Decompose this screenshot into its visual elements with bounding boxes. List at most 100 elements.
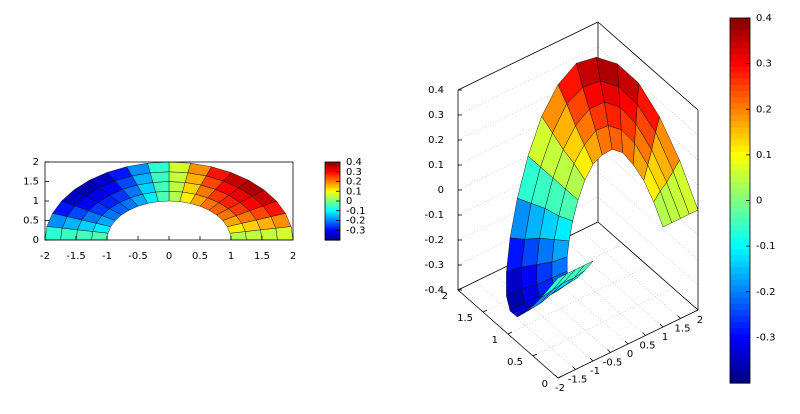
colorbar-band <box>325 225 340 228</box>
colorbar-band <box>730 273 750 281</box>
colorbar-tick-label: 0.2 <box>346 177 362 188</box>
x-tick-label: 0 <box>166 251 172 262</box>
colorbar-band <box>325 190 340 193</box>
y-tick <box>457 287 463 291</box>
y-tick-label: 0.5 <box>507 357 523 368</box>
colorbar-tick-label: 0 <box>756 196 762 207</box>
colorbar-band <box>325 214 340 216</box>
colorbar-band <box>325 188 340 190</box>
z-tick-label: -0.1 <box>424 210 444 221</box>
colorbar-band <box>730 340 750 348</box>
colorbar-band <box>325 198 340 201</box>
grid-line <box>532 287 674 357</box>
colorbar-band <box>325 176 340 179</box>
x-tick <box>589 357 594 362</box>
colorbar-band <box>730 310 750 317</box>
x-tick-label: -1 <box>590 366 600 377</box>
colorbar-band <box>325 171 340 173</box>
surface-cell <box>147 161 170 173</box>
colorbar-band <box>730 230 750 238</box>
grid-line <box>482 243 624 313</box>
colorbar-band <box>325 182 340 185</box>
colorbar-tick-label: 0.4 <box>346 157 362 168</box>
colorbar-band <box>730 78 750 86</box>
colorbar-tick-label: -0.3 <box>756 332 776 343</box>
x-tick-label: -1 <box>102 251 112 262</box>
colorbar-band <box>730 334 750 342</box>
colorbar-tick-label: 0.1 <box>346 186 362 197</box>
colorbar-band <box>730 352 750 360</box>
colorbar-tick-label: -0.2 <box>756 287 776 298</box>
colorbar-band <box>325 207 340 210</box>
z-tick-label: 0.4 <box>428 85 444 96</box>
y-tick-label: 2 <box>33 157 39 168</box>
axis-box <box>597 21 699 111</box>
colorbar-tick-label: 0.3 <box>756 59 772 70</box>
colorbar-band <box>325 236 340 238</box>
colorbar-band <box>325 212 340 215</box>
colorbar-band <box>730 376 750 384</box>
surface-cell <box>60 227 78 241</box>
x-tick <box>554 374 559 379</box>
colorbar-band <box>325 224 340 227</box>
grid-line <box>597 171 699 261</box>
grid-line <box>597 196 699 286</box>
z-tick-label: -0.2 <box>424 235 444 246</box>
colorbar-band <box>325 185 340 188</box>
colorbar-band <box>325 202 340 205</box>
z-tick-label: 0 <box>438 185 444 196</box>
surface-cell <box>653 190 672 228</box>
z-tick-label: 0.2 <box>428 135 444 146</box>
colorbar-band <box>730 194 750 202</box>
colorbar-band <box>325 186 340 189</box>
colorbar-band <box>325 223 340 225</box>
colorbar-band <box>730 267 750 275</box>
colorbar-band <box>730 24 750 31</box>
colorbar-band <box>325 215 340 218</box>
colorbar-band <box>730 97 750 104</box>
x-tick-label: 1 <box>662 332 668 343</box>
colorbar-band <box>730 218 750 226</box>
y-tick <box>482 309 488 313</box>
colorbar-band <box>325 220 340 223</box>
x-tick <box>677 315 681 319</box>
y-tick-label: 0.5 <box>23 216 39 227</box>
colorbar-band <box>730 48 750 56</box>
y-tick-label: 1 <box>33 196 39 207</box>
colorbar-band <box>325 221 340 224</box>
y-tick <box>557 375 563 379</box>
x-tick-label: -0.5 <box>128 251 148 262</box>
colorbar-band <box>325 169 340 172</box>
colorbar-band <box>730 127 750 135</box>
colorbar-band <box>325 175 340 177</box>
z-tick-label: -0.3 <box>424 260 444 271</box>
colorbar-band <box>325 237 340 240</box>
colorbar-band <box>730 115 750 123</box>
colorbar-band <box>325 219 340 222</box>
colorbar-band <box>325 227 340 229</box>
x-tick-label: 0.5 <box>640 341 656 352</box>
colorbar-band <box>730 72 750 80</box>
colorbar-band <box>730 346 750 354</box>
colorbar-band <box>730 91 750 98</box>
x-tick-label: -2 <box>40 251 50 262</box>
colorbar-band <box>325 228 340 231</box>
colorbar-band <box>325 167 340 170</box>
colorbar-band <box>730 316 750 323</box>
colorbar-band <box>730 54 750 62</box>
surface-cell <box>536 237 555 265</box>
x-tick-label: -1.5 <box>66 251 86 262</box>
colorbar-band <box>730 255 750 262</box>
grid-line <box>457 46 599 116</box>
colorbar-band <box>730 18 750 25</box>
colorbar-band <box>730 370 750 378</box>
y-tick-label: 0 <box>33 235 39 246</box>
y-tick-label: 0 <box>542 379 548 390</box>
colorbar-band <box>730 303 750 311</box>
x-tick-label: 1.5 <box>254 251 270 262</box>
colorbar-band <box>325 230 340 233</box>
z-tick-label: 0.3 <box>428 110 444 121</box>
colorbar-band <box>730 145 750 153</box>
x-tick <box>624 340 629 345</box>
colorbar-band <box>730 176 750 183</box>
